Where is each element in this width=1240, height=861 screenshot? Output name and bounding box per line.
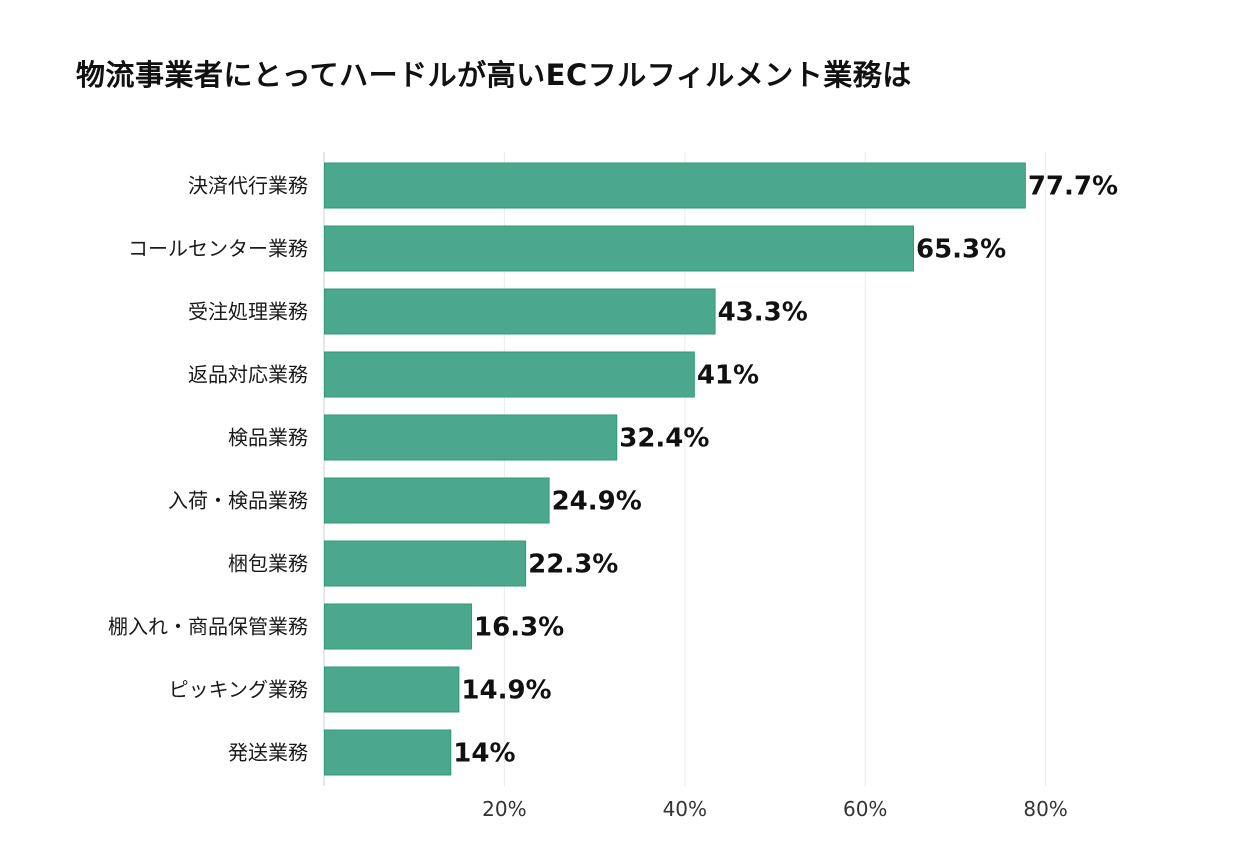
bar [324, 414, 618, 461]
bar [324, 162, 1026, 209]
category-label: 発送業務 [228, 741, 308, 765]
bar [324, 225, 915, 272]
category-label: 棚入れ・商品保管業務 [108, 615, 308, 639]
category-label: 入荷・検品業務 [168, 489, 308, 513]
bar [324, 288, 716, 335]
x-tick-labels: 20% 40% 60% 80% [482, 797, 1068, 821]
category-label: 決済代行業務 [188, 174, 308, 198]
x-tick-label: 40% [663, 797, 707, 821]
category-labels: 決済代行業務コールセンター業務受注処理業務返品対応業務検品業務入荷・検品業務梱包… [108, 174, 308, 765]
bar [324, 540, 527, 587]
value-label: 16.3% [474, 613, 564, 643]
value-label: 24.9% [552, 487, 642, 517]
bar [324, 477, 550, 524]
category-label: 返品対応業務 [188, 363, 308, 387]
value-label: 77.7% [1028, 172, 1118, 202]
value-label: 14.9% [461, 676, 551, 706]
bar [324, 729, 452, 776]
x-tick-label: 60% [843, 797, 887, 821]
value-label: 14% [453, 739, 515, 769]
category-label: 受注処理業務 [188, 300, 308, 324]
category-label: コールセンター業務 [128, 237, 308, 261]
chart-title: 物流事業者にとってハードルが高いECフルフィルメント業務は [76, 58, 912, 92]
category-label: 検品業務 [228, 426, 308, 450]
category-label: 梱包業務 [228, 552, 308, 576]
value-labels: 77.7% 65.3% 43.3% 41% 32.4% 24.9% 22.3% 16.3% 14… [453, 172, 1118, 769]
value-label: 41% [697, 361, 759, 391]
value-label: 22.3% [528, 550, 618, 580]
category-label: ピッキング業務 [169, 678, 308, 702]
bars [324, 162, 1026, 776]
x-tick-label: 80% [1023, 797, 1067, 821]
bar [324, 603, 473, 650]
bar [324, 351, 695, 398]
value-label: 65.3% [916, 235, 1006, 265]
x-tick-label: 20% [482, 797, 526, 821]
value-label: 32.4% [619, 424, 709, 454]
value-label: 43.3% [718, 298, 808, 328]
bar [324, 666, 460, 713]
